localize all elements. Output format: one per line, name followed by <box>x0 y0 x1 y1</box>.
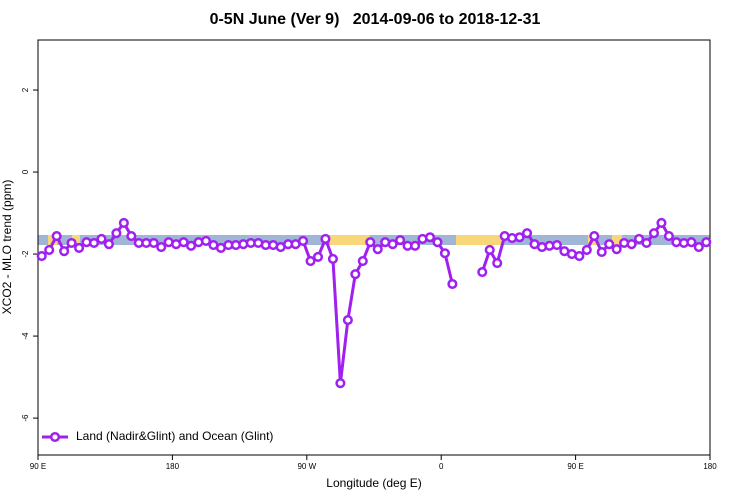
land-band <box>456 235 503 245</box>
data-point <box>357 255 368 267</box>
data-point <box>350 269 361 280</box>
data-point <box>200 235 212 246</box>
data-point <box>574 251 585 262</box>
x-tick-label: 180 <box>166 462 180 471</box>
data-point <box>604 239 615 250</box>
data-point <box>447 278 458 290</box>
data-point <box>387 239 398 250</box>
data-point <box>44 244 55 256</box>
data-point <box>103 239 114 250</box>
data-point <box>611 244 622 255</box>
data-point <box>365 237 376 248</box>
data-point <box>111 228 122 239</box>
data-point <box>156 242 167 253</box>
data-point <box>327 253 338 265</box>
data-point <box>126 230 137 242</box>
data-point <box>312 251 324 262</box>
data-point <box>693 242 704 253</box>
plot-frame <box>37 39 711 456</box>
y-tick-label: -2 <box>21 250 30 258</box>
land-band <box>72 235 80 245</box>
data-point <box>492 258 503 269</box>
x-tick-label: 90 E <box>567 462 583 471</box>
data-point <box>395 235 406 246</box>
data-point <box>51 230 62 242</box>
data-point <box>424 232 436 243</box>
data-point <box>663 230 674 242</box>
data-point <box>522 228 533 239</box>
data-point <box>551 239 562 251</box>
land-band <box>330 235 370 245</box>
data-point <box>656 217 667 228</box>
data-point <box>372 244 383 255</box>
series-line <box>480 221 708 273</box>
data-point <box>118 217 129 228</box>
land-band <box>612 235 622 245</box>
data-point <box>298 235 309 246</box>
data-point <box>432 237 443 248</box>
data-point <box>342 315 353 326</box>
x-tick-label: 90 E <box>30 462 46 471</box>
x-tick-label: 0 <box>439 462 444 471</box>
data-point <box>186 240 197 251</box>
data-point <box>148 237 159 249</box>
data-point <box>305 255 316 267</box>
data-point <box>410 240 421 251</box>
data-point <box>59 246 70 257</box>
data-point <box>320 233 331 244</box>
data-point <box>589 230 600 242</box>
data-point <box>514 232 525 243</box>
data-point <box>74 242 85 253</box>
x-tick-label: 180 <box>703 462 717 471</box>
land-band <box>48 235 57 245</box>
x-axis-label: Longitude (deg E) <box>326 476 421 490</box>
data-point <box>439 248 450 259</box>
y-axis-label: XCO2 - MLO trend (ppm) <box>0 180 14 315</box>
data-point <box>88 237 100 249</box>
legend-marker <box>49 431 61 443</box>
data-point <box>96 233 107 244</box>
data-point <box>66 237 77 249</box>
data-point <box>36 251 47 262</box>
data-point <box>634 233 645 244</box>
data-point <box>686 237 697 248</box>
data-point <box>178 237 189 248</box>
data-point <box>477 267 488 278</box>
y-tick-label: -4 <box>21 332 30 340</box>
data-point <box>641 237 652 249</box>
y-tick-label: 0 <box>21 169 30 174</box>
chart-title: 0-5N June (Ver 9) 2014-09-06 to 2018-12-… <box>210 11 541 28</box>
data-point <box>701 237 712 248</box>
data-point <box>626 239 637 250</box>
legend-label: Land (Nadir&Glint) and Ocean (Glint) <box>76 429 273 443</box>
data-point <box>484 244 495 256</box>
y-tick-label: 2 <box>21 87 30 92</box>
data-point <box>335 378 346 389</box>
y-tick-label: -6 <box>21 414 30 422</box>
x-tick-label: 90 W <box>297 462 316 471</box>
data-point <box>596 246 607 258</box>
data-point <box>648 228 660 239</box>
data-point <box>581 244 592 256</box>
